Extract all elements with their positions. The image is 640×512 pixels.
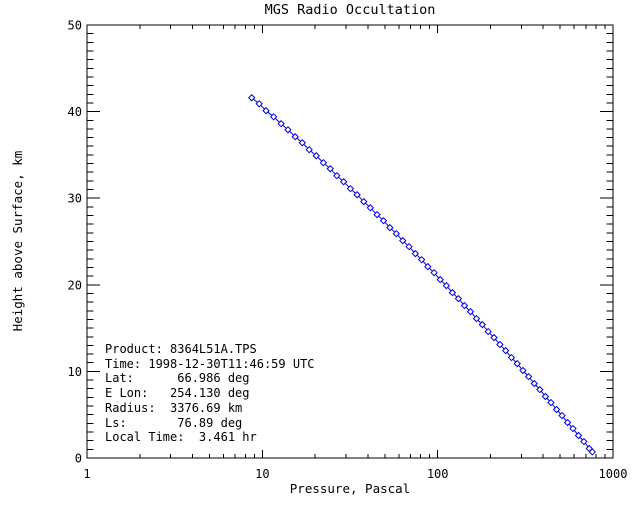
y-tick-label: 10 [68,365,82,379]
diamond-marker [519,366,527,375]
diamond-marker [507,353,516,362]
diamond-marker [326,165,334,173]
annotation-line: Ls: 76.89 deg [105,415,243,430]
diamond-marker [386,223,394,232]
diamond-marker [405,242,413,251]
diamond-marker [552,405,561,414]
diamond-marker [558,411,566,420]
annotation-line: Time: 1998-12-30T11:46:59 UTC [105,356,315,371]
diamond-marker [333,171,341,180]
diamond-marker [319,158,328,167]
diamond-marker [448,288,457,297]
diamond-marker [360,197,368,206]
x-axis-label: Pressure, Pascal [290,481,410,496]
diamond-marker [530,379,538,388]
annotation-line: Product: 8364L51A.TPS [105,342,257,356]
annotation-line: Local Time: 3.461 hr [105,430,257,445]
diamond-marker [588,448,597,456]
diamond-marker [524,372,533,381]
diamond-marker [563,418,572,427]
diamond-marker [496,340,504,349]
diamond-marker [248,94,256,102]
diamond-marker [399,236,407,245]
diamond-marker [262,107,270,115]
diamond-marker [269,113,278,121]
diamond-marker [353,191,361,199]
diamond-marker [460,301,469,310]
diamond-marker [547,398,555,407]
y-tick-label: 20 [68,278,82,292]
diamond-marker [580,437,588,446]
x-tick-label: 100 [427,467,449,481]
y-tick-label: 50 [68,19,82,33]
diamond-marker [442,281,451,290]
y-tick-label: 30 [68,192,82,206]
diamond-marker [255,100,263,108]
product-info-annotation: Product: 8364L51A.TPS Time: 1998-12-30T11… [105,342,315,445]
diamond-marker [484,327,492,336]
diamond-marker [541,392,550,401]
diamond-marker [339,178,348,186]
diamond-marker [430,268,438,277]
x-tick-label: 1000 [599,467,628,481]
diamond-marker [284,126,292,134]
diamond-marker [490,333,498,342]
diamond-marker [569,424,577,433]
diamond-marker [424,262,432,271]
diamond-marker [277,120,285,128]
axes [86,24,614,459]
diamond-marker [472,314,481,323]
diamond-marker [291,133,299,141]
diamond-marker [373,210,381,219]
diamond-marker [513,359,521,368]
diamond-marker [379,217,388,225]
diamond-marker [305,145,313,154]
diamond-marker [417,255,426,264]
diamond-marker [312,152,320,160]
annotation-line: Lat: 66.986 deg [105,371,250,386]
annotation-line: E Lon: 254.130 deg [105,386,250,401]
data-series [248,94,597,456]
diamond-marker [574,431,583,440]
chart-title: MGS Radio Occultation [265,2,436,18]
y-tick-label: 0 [75,452,82,466]
x-tick-label: 1 [83,467,90,481]
diamond-marker [392,229,401,238]
diamond-marker [536,385,544,394]
diamond-marker [366,204,375,212]
diamond-marker [478,320,487,329]
diamond-marker [346,184,355,193]
tick-labels: 1 10 100 1000 0 10 20 30 40 50 [68,19,628,482]
y-tick-label: 40 [68,105,82,119]
x-tick-label: 10 [255,467,269,481]
diamond-marker [501,346,510,355]
diamond-marker [436,275,444,284]
y-axis-label: Height above Surface, km [10,151,25,332]
diamond-marker [411,249,420,258]
annotation-line: Radius: 3376.69 km [105,400,243,415]
diamond-marker [454,294,463,303]
diamond-marker [298,139,306,147]
diamond-marker [466,307,475,316]
